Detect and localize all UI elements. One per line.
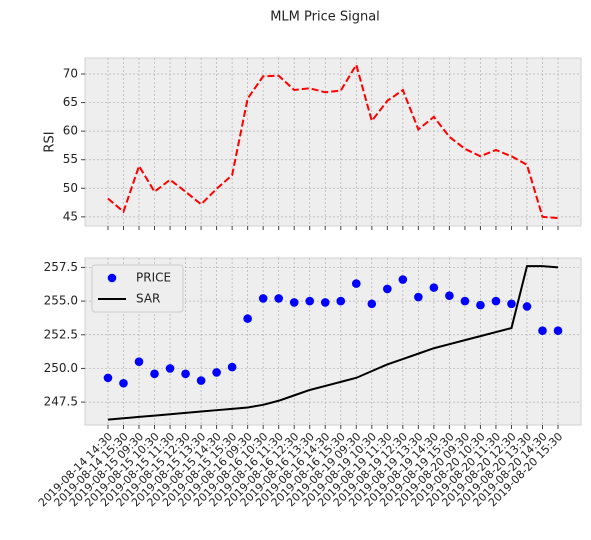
price-point xyxy=(476,300,485,310)
y-axis-label: RSI xyxy=(43,131,58,152)
price-point xyxy=(460,296,470,306)
y-tick-label: 247.5 xyxy=(44,395,78,409)
y-tick-label: 50 xyxy=(63,181,78,195)
price-point xyxy=(103,373,113,383)
y-tick-label: 55 xyxy=(63,152,78,166)
price-point xyxy=(445,291,454,301)
series-line xyxy=(107,265,559,421)
y-tick-label: 70 xyxy=(63,67,78,81)
price-point xyxy=(553,326,563,336)
price-point xyxy=(351,279,361,288)
price-point xyxy=(491,296,501,306)
price-point xyxy=(134,357,144,367)
price-point xyxy=(119,378,128,388)
price-point xyxy=(258,294,268,303)
y-tick-label: 65 xyxy=(63,95,78,109)
price-point xyxy=(522,302,532,311)
legend-label: SAR xyxy=(136,292,160,306)
y-tick-label: 60 xyxy=(63,124,78,138)
price-point xyxy=(507,299,516,309)
y-tick-label: 45 xyxy=(63,209,78,223)
legend-label: PRICE xyxy=(136,271,171,285)
price-point xyxy=(336,296,346,306)
y-tick-label: 257.5 xyxy=(44,260,78,274)
price-point xyxy=(538,326,547,336)
y-tick-label: 255.0 xyxy=(44,294,78,308)
chart-title: MLM Price Signal xyxy=(270,10,380,25)
price-point xyxy=(367,299,377,309)
price-point xyxy=(289,298,299,307)
legend-marker xyxy=(107,273,117,283)
series-line xyxy=(107,62,559,219)
price-point xyxy=(274,294,283,303)
price-point xyxy=(305,296,315,306)
y-tick-label: 250.0 xyxy=(44,361,78,375)
price-point xyxy=(165,364,175,373)
plot-area xyxy=(84,57,582,227)
y-tick-label: 252.5 xyxy=(44,327,78,341)
price-point xyxy=(196,376,206,385)
price-point xyxy=(227,362,237,372)
price-point xyxy=(181,369,190,379)
price-point xyxy=(320,298,330,307)
price-point xyxy=(212,368,221,377)
price-point xyxy=(243,314,252,323)
price-point xyxy=(398,275,408,284)
price-point xyxy=(414,292,423,302)
price-point xyxy=(383,284,392,294)
price-point xyxy=(150,369,159,379)
price-point xyxy=(429,283,439,292)
